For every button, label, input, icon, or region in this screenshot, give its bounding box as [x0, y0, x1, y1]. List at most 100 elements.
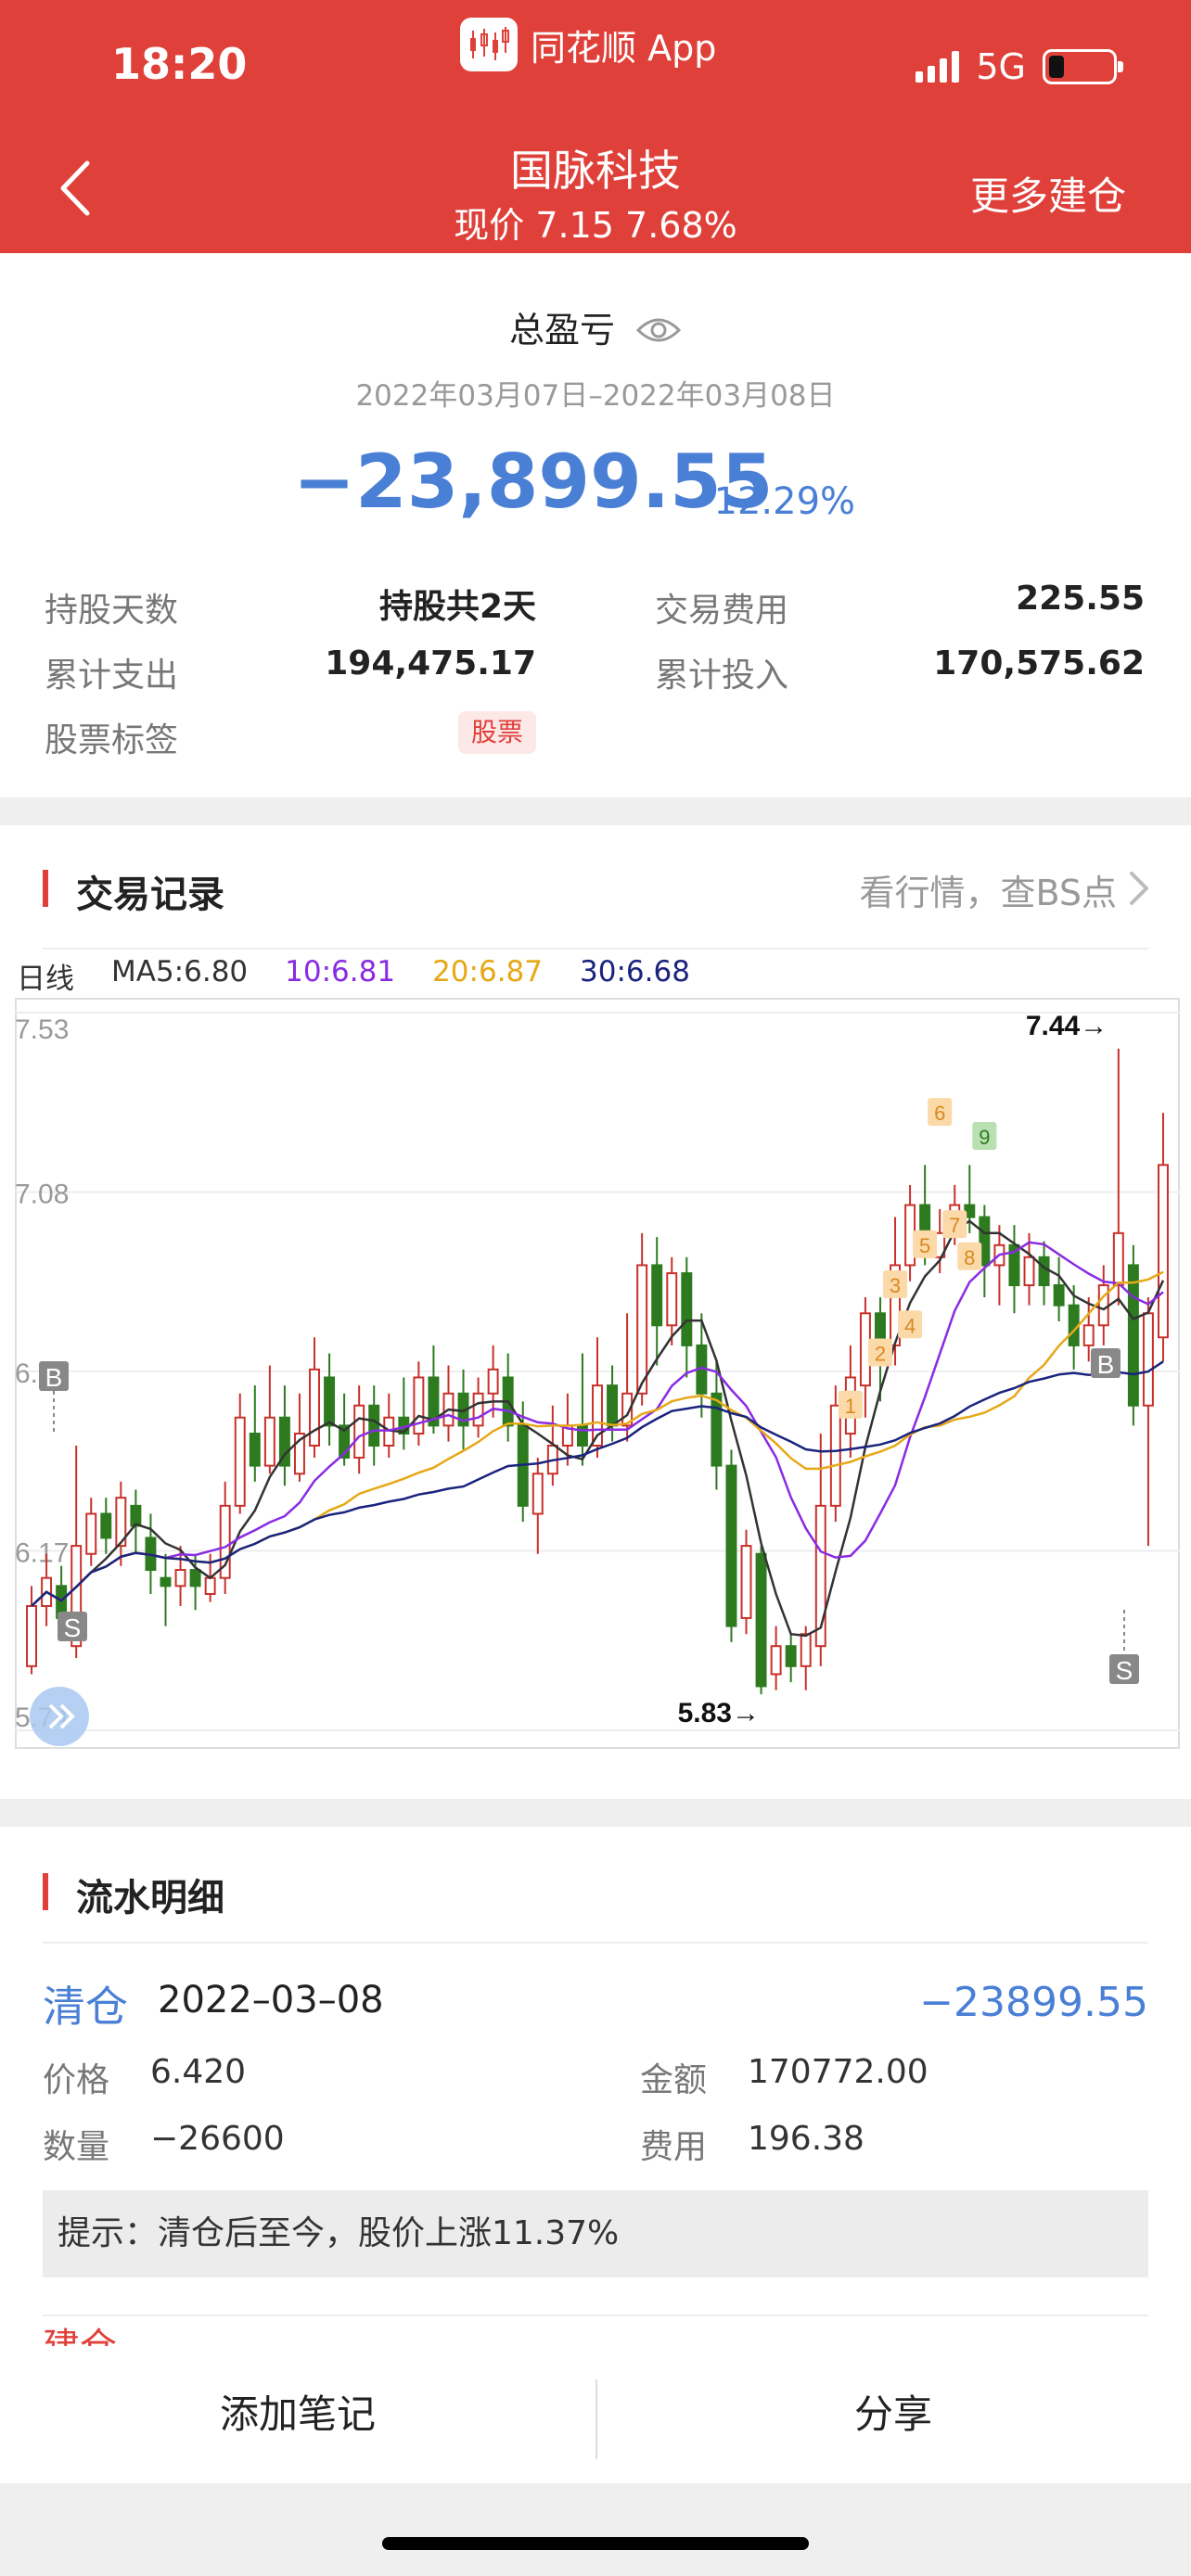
divider: [43, 948, 1148, 950]
total-pl-label: 总盈亏: [508, 310, 615, 351]
total-invest-value: 170,575.62: [933, 644, 1145, 682]
sum-label: 金额: [640, 2061, 708, 2099]
y-tick-label: 7.53: [15, 1014, 69, 1045]
sell-marker: S: [64, 1613, 82, 1642]
total-expense-value: 194,475.17: [325, 644, 536, 682]
total-pl-value: −23,899.55: [293, 439, 774, 525]
trade-record-section: 交易记录 看行情，查BS点 日线 MA5:6.80 10:6.81 20:6.8…: [0, 825, 1191, 1799]
qty-value: −26600: [150, 2120, 285, 2158]
candle: [353, 1404, 365, 1459]
stock-name: 国脉科技: [510, 146, 681, 196]
candle: [1097, 1284, 1109, 1327]
candle: [1023, 1256, 1035, 1287]
holding-days-label: 持股天数: [45, 592, 179, 630]
ma5-line: [31, 1219, 1165, 1638]
tip-box: 提示：清仓后至今，股价上涨11.37%: [43, 2190, 1148, 2277]
num-marker: 3: [890, 1274, 901, 1297]
chevron-left-icon: [60, 160, 90, 216]
back-button[interactable]: [56, 156, 93, 221]
buy-marker: B: [1097, 1350, 1115, 1379]
buy-marker: B: [45, 1363, 63, 1392]
candle: [1112, 1231, 1124, 1287]
flow-date: 2022–03–08: [158, 1979, 384, 2021]
section-accent-bar: [43, 1873, 48, 1910]
trade-record-title: 交易记录: [76, 874, 224, 916]
view-market-link[interactable]: 看行情，查BS点: [859, 873, 1117, 913]
candlestick-chart[interactable]: 7.537.086.66.175.747.44→5.83→BSBS1234567…: [15, 998, 1180, 1749]
app-logo-icon: [460, 18, 518, 71]
candle: [249, 1433, 261, 1467]
num-marker-bg: [838, 1390, 863, 1419]
candle: [770, 1645, 782, 1676]
price-value: 6.420: [150, 2053, 247, 2091]
candle: [1157, 1164, 1169, 1339]
ma30-line: [31, 1360, 1164, 1607]
section-accent-bar: [43, 870, 48, 907]
ma10-label: 10:6.81: [285, 955, 396, 988]
home-indicator[interactable]: [382, 2537, 809, 2550]
candle: [428, 1376, 440, 1427]
flow-detail-section: 流水明细 清仓 2022–03–08 −23899.55 价格 6.420 金额…: [0, 1827, 1191, 2346]
stock-tag-label: 股票标签: [45, 721, 179, 759]
num-marker-bg: [942, 1210, 967, 1239]
trade-fee-label: 交易费用: [655, 592, 789, 630]
trade-fee-value: 225.55: [1016, 580, 1145, 618]
total-pl-percent: −12.29%: [683, 480, 856, 523]
status-icons: 5G: [916, 46, 1123, 87]
candle: [1053, 1284, 1065, 1307]
ma5-label: MA5:6.80: [111, 955, 249, 988]
sum-value: 170772.00: [748, 2053, 928, 2091]
total-invest-label: 累计投入: [655, 657, 789, 695]
ma-legend: 日线 MA5:6.80 10:6.81 20:6.87 30:6.68: [17, 955, 690, 997]
flow-type: 清仓: [43, 1982, 128, 2032]
candle: [263, 1416, 275, 1467]
candle: [651, 1264, 663, 1327]
stock-tag-badge: 股票: [458, 711, 536, 754]
candle: [755, 1552, 767, 1688]
date-range: 2022年03月07日–2022年03月08日: [355, 379, 836, 413]
candle: [130, 1504, 142, 1527]
candle: [785, 1645, 797, 1667]
divider: [596, 2379, 597, 2459]
candle: [621, 1392, 634, 1427]
profit-summary-card: 总盈亏 2022年03月07日–2022年03月08日 −23,899.55 −…: [0, 253, 1191, 797]
network-label: 5G: [976, 46, 1026, 87]
more-build-button[interactable]: 更多建仓: [969, 173, 1126, 219]
eye-icon[interactable]: [635, 312, 682, 353]
battery-icon: [1043, 49, 1123, 84]
num-marker: 5: [919, 1234, 930, 1257]
candle: [1038, 1256, 1050, 1287]
num-marker: 9: [979, 1126, 990, 1149]
flow-detail-title: 流水明细: [76, 1877, 224, 1919]
candle: [576, 1424, 588, 1447]
low-price-label: 5.83→: [678, 1698, 760, 1728]
share-button[interactable]: 分享: [853, 2391, 932, 2437]
ma30-label: 30:6.68: [580, 955, 690, 988]
num-marker-bg: [972, 1122, 997, 1151]
status-time: 18:20: [111, 39, 248, 89]
chevron-right-icon[interactable]: [1128, 870, 1150, 907]
candle: [189, 1569, 201, 1588]
candle: [174, 1569, 186, 1588]
add-note-button[interactable]: 添加笔记: [219, 2391, 376, 2437]
chevron-right-icon: [48, 1703, 64, 1729]
status-app-indicator[interactable]: 同花顺 App: [460, 17, 716, 72]
num-marker: 4: [904, 1314, 916, 1337]
total-pl-title: 总盈亏: [0, 301, 1191, 353]
candle: [85, 1512, 97, 1555]
num-marker: 2: [875, 1343, 886, 1366]
candle: [681, 1272, 693, 1346]
candle: [293, 1433, 305, 1475]
candle: [368, 1404, 380, 1447]
candle: [70, 1545, 83, 1648]
candle: [219, 1504, 231, 1579]
candle: [204, 1576, 216, 1595]
chevron-right-icon: [59, 1703, 75, 1729]
candle: [1008, 1243, 1020, 1287]
candle: [829, 1404, 841, 1507]
stock-price-line: 现价 7.15 7.68%: [454, 205, 737, 246]
candle: [740, 1545, 752, 1619]
period-label: 日线: [17, 963, 74, 996]
candle: [666, 1272, 678, 1327]
candle: [1142, 1312, 1154, 1407]
